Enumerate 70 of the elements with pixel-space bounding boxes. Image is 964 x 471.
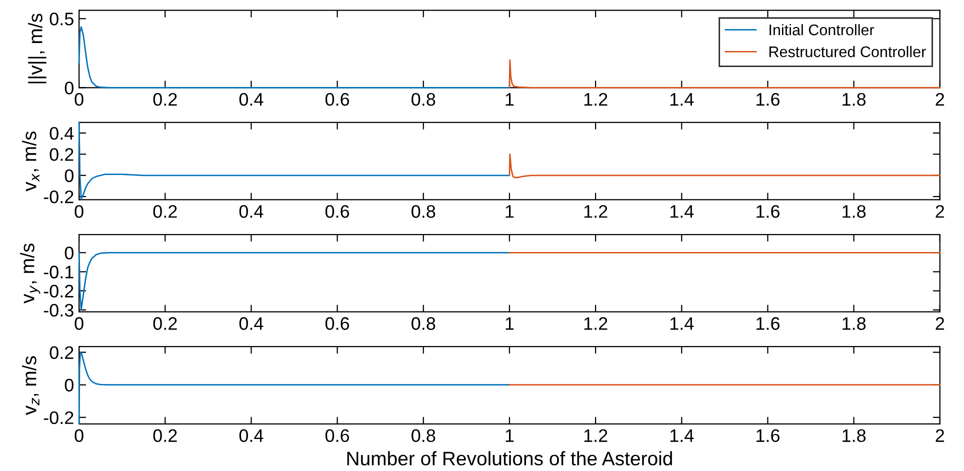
y-axis-title: v$_{z}$, m/s bbox=[22, 356, 40, 416]
line-series bbox=[508, 154, 941, 178]
y-tick-label: -0.2 bbox=[44, 411, 74, 424]
line-series bbox=[508, 59, 941, 88]
x-tick-label: 0.2 bbox=[153, 317, 177, 330]
y-tick-label: -0.3 bbox=[44, 304, 74, 317]
y-axis-title: v$_{x}$, m/s bbox=[22, 132, 40, 192]
x-tick-label: 2 bbox=[936, 429, 944, 442]
x-tick-label: 1.2 bbox=[584, 317, 608, 330]
x-tick-label: 1.2 bbox=[584, 92, 608, 106]
y-tick-label: 0.4 bbox=[50, 126, 74, 140]
line-series bbox=[78, 122, 510, 200]
y-tick-label: 0 bbox=[64, 378, 74, 392]
y-axis-title: v$_{y}$, m/s bbox=[20, 244, 40, 304]
x-tick-label: 0 bbox=[74, 429, 84, 442]
y-tick-label: 0 bbox=[64, 246, 74, 260]
y-tick-label: 0.2 bbox=[50, 148, 74, 161]
x-tick-label: 1.2 bbox=[584, 429, 608, 442]
x-tick-label: 2 bbox=[936, 205, 944, 218]
legend-label: Restructured Controller bbox=[769, 46, 926, 58]
y-axis-title: ||v||, m/s bbox=[28, 14, 46, 84]
x-tick-label: 1 bbox=[506, 93, 514, 106]
x-tick-label: 0.4 bbox=[239, 317, 264, 330]
x-tick-label: 1.4 bbox=[670, 205, 694, 218]
y-tick-label: -0.2 bbox=[44, 190, 74, 204]
x-tick-label: 1 bbox=[506, 429, 514, 442]
x-tick-label: 2 bbox=[936, 317, 944, 330]
x-tick-label: 0.4 bbox=[239, 92, 264, 106]
x-tick-label: 1 bbox=[506, 317, 514, 330]
y-tick-label: -0.2 bbox=[44, 284, 74, 298]
x-tick-label: 1.6 bbox=[756, 205, 780, 218]
x-tick-label: 0.6 bbox=[325, 92, 350, 106]
x-tick-label: 1.8 bbox=[842, 317, 866, 330]
x-tick-label: 1.4 bbox=[670, 429, 694, 442]
x-tick-label: 0.8 bbox=[412, 92, 436, 106]
y-tick-label: 0.5 bbox=[50, 12, 74, 26]
line-series bbox=[78, 26, 510, 88]
y-tick-label: 0 bbox=[64, 169, 74, 182]
y-tick-label: -0.1 bbox=[44, 266, 74, 278]
x-axis-title: Number of Revolutions of the Asteroid bbox=[347, 451, 672, 466]
y-tick-label: 0.2 bbox=[50, 346, 74, 360]
x-tick-label: 1.6 bbox=[756, 317, 780, 330]
line-series bbox=[78, 252, 510, 311]
x-tick-label: 0.2 bbox=[153, 92, 177, 106]
x-tick-label: 1.8 bbox=[842, 429, 866, 442]
x-tick-label: 0.6 bbox=[325, 429, 350, 442]
x-tick-label: 0 bbox=[74, 205, 84, 218]
x-tick-label: 0.8 bbox=[412, 429, 436, 442]
x-tick-label: 1.6 bbox=[756, 429, 780, 442]
line-series bbox=[78, 352, 510, 425]
x-tick-label: 1.4 bbox=[670, 93, 694, 106]
x-tick-label: 0.8 bbox=[412, 317, 436, 330]
x-tick-label: 1.8 bbox=[842, 92, 866, 106]
x-tick-label: 0.4 bbox=[239, 205, 264, 218]
x-tick-label: 1.4 bbox=[670, 317, 694, 330]
x-tick-label: 1.8 bbox=[842, 205, 866, 218]
x-tick-label: 0 bbox=[74, 317, 84, 330]
x-tick-label: 1.2 bbox=[584, 205, 608, 218]
x-tick-label: 0.8 bbox=[412, 205, 436, 218]
x-tick-label: 0.2 bbox=[153, 429, 177, 442]
x-tick-label: 1 bbox=[506, 205, 514, 218]
x-tick-label: 0.2 bbox=[153, 205, 177, 218]
x-tick-label: 0 bbox=[74, 92, 84, 106]
x-tick-label: 1.6 bbox=[756, 92, 780, 106]
y-tick-label: 0 bbox=[64, 82, 74, 94]
legend-label: Initial Controller bbox=[770, 24, 874, 36]
x-tick-label: 0.4 bbox=[239, 429, 264, 442]
x-tick-label: 2 bbox=[936, 92, 944, 106]
x-tick-label: 0.6 bbox=[325, 205, 350, 218]
x-tick-label: 0.6 bbox=[325, 317, 350, 330]
